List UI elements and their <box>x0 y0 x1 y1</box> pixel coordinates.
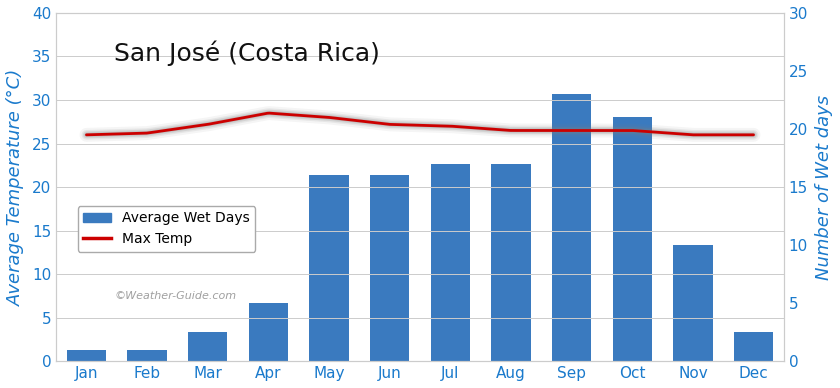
Bar <box>188 332 228 361</box>
Bar <box>734 332 774 361</box>
Y-axis label: Average Temperature (°C): Average Temperature (°C) <box>7 68 25 306</box>
Bar <box>249 303 288 361</box>
Bar <box>552 94 591 361</box>
Bar <box>612 118 652 361</box>
Bar <box>128 350 167 361</box>
Y-axis label: Number of Wet days: Number of Wet days <box>815 95 833 280</box>
Bar <box>66 350 106 361</box>
Bar <box>431 164 470 361</box>
Text: San José (Costa Rica): San José (Costa Rica) <box>114 41 381 66</box>
Legend: Average Wet Days, Max Temp: Average Wet Days, Max Temp <box>77 206 255 252</box>
Text: ©Weather-Guide.com: ©Weather-Guide.com <box>114 291 237 301</box>
Bar <box>491 164 531 361</box>
Bar <box>309 175 349 361</box>
Bar <box>673 245 712 361</box>
Bar <box>370 175 409 361</box>
